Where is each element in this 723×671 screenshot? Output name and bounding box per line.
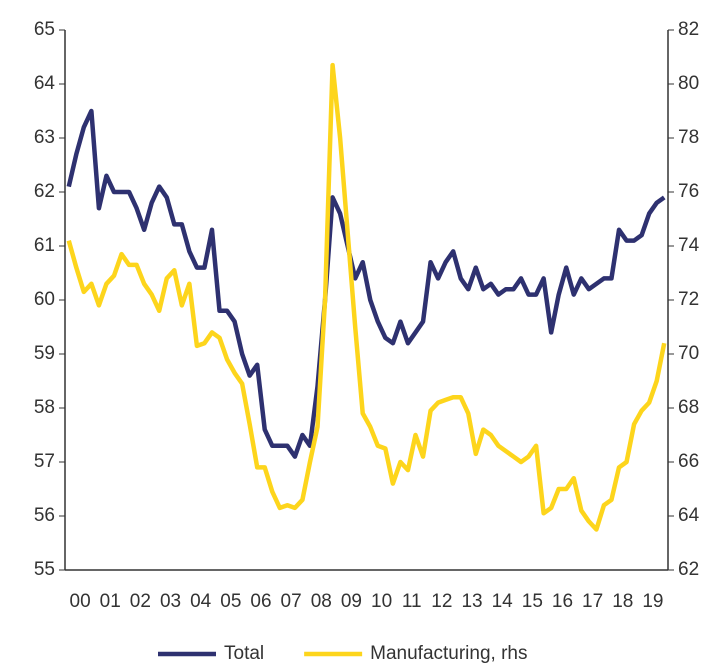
- x-tick-label: 02: [130, 591, 151, 612]
- x-tick-label: 11: [402, 591, 422, 612]
- legend-label: Manufacturing, rhs: [370, 643, 527, 664]
- y2-tick-label: 64: [678, 505, 700, 526]
- x-tick-label: 00: [70, 591, 91, 612]
- y2-tick-label: 72: [678, 289, 699, 310]
- y-tick-label: 65: [34, 19, 55, 40]
- x-tick-label: 06: [250, 591, 271, 612]
- y-tick-label: 56: [34, 505, 55, 526]
- y2-tick-label: 74: [678, 235, 700, 256]
- x-tick-label: 12: [431, 591, 452, 612]
- y-tick-label: 57: [34, 451, 55, 472]
- y2-tick-label: 68: [678, 397, 699, 418]
- y-tick-label: 62: [34, 181, 55, 202]
- series-line: [66, 62, 667, 532]
- y2-tick-label: 66: [678, 451, 699, 472]
- x-tick-label: 13: [461, 591, 482, 612]
- x-tick-label: 08: [311, 591, 332, 612]
- y2-tick-label: 76: [678, 181, 699, 202]
- y2-tick-label: 62: [678, 559, 699, 580]
- x-tick-label: 10: [371, 591, 392, 612]
- y-tick-label: 63: [34, 127, 55, 148]
- x-tick-label: 03: [160, 591, 181, 612]
- y2-tick-label: 78: [678, 127, 699, 148]
- y2-tick-label: 70: [678, 343, 699, 364]
- y-tick-label: 61: [34, 235, 55, 256]
- y2-tick-label: 80: [678, 73, 699, 94]
- legend-label: Total: [224, 643, 264, 664]
- x-tick-label: 14: [492, 591, 514, 612]
- x-tick-label: 07: [281, 591, 302, 612]
- x-tick-label: 18: [612, 591, 633, 612]
- series-line: [66, 108, 666, 459]
- y2-tick-label: 82: [678, 19, 699, 40]
- x-tick-label: 15: [522, 591, 543, 612]
- x-tick-label: 05: [220, 591, 241, 612]
- y-tick-label: 55: [34, 559, 55, 580]
- x-tick-label: 16: [552, 591, 573, 612]
- y-tick-label: 64: [34, 73, 56, 94]
- y-tick-label: 58: [34, 397, 55, 418]
- x-tick-label: 17: [582, 591, 603, 612]
- x-tick-label: 04: [190, 591, 212, 612]
- x-tick-label: 09: [341, 591, 362, 612]
- x-tick-label: 01: [100, 591, 121, 612]
- x-tick-label: 19: [642, 591, 663, 612]
- y-tick-label: 60: [34, 289, 55, 310]
- y-tick-label: 59: [34, 343, 55, 364]
